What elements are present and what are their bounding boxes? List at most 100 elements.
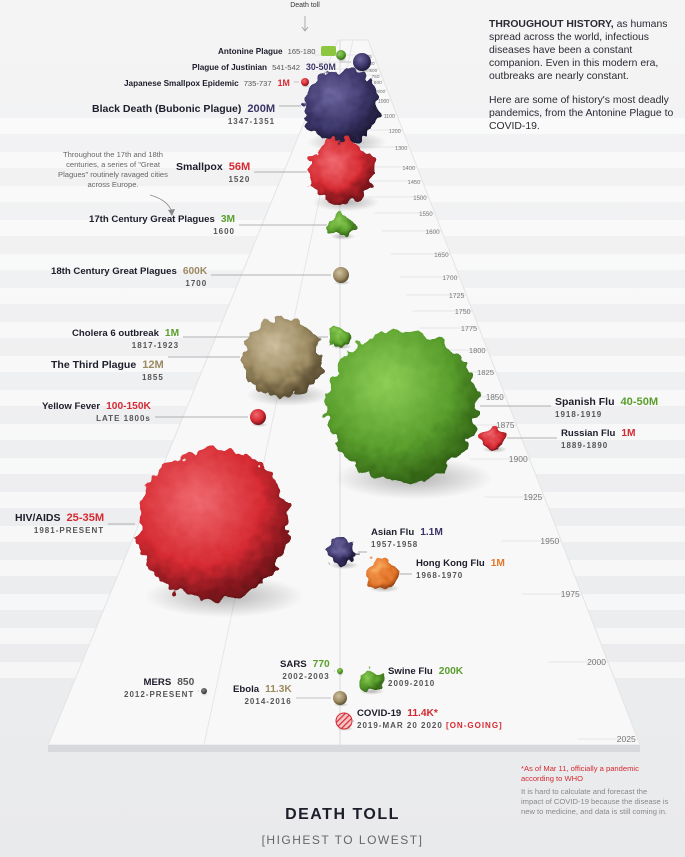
pandemic-name: Hong Kong Flu (416, 557, 485, 569)
bubble-mers (201, 688, 207, 694)
timeline-tick-label: 2000 (587, 657, 606, 667)
bubble-black-death-bubonic-plague (303, 68, 379, 144)
pandemic-dates: 1981-PRESENT (33, 525, 105, 535)
pandemic-name: COVID-19 (357, 707, 402, 719)
pandemic-toll: 56M (228, 160, 251, 173)
pandemic-dates: 2019-MAR 20 2020 [ON-GOING] (357, 720, 503, 730)
pandemic-name: HIV/AIDS (15, 511, 61, 524)
label-17th-century-great-plagues: 17th Century Great Plagues 3M 1600 (89, 209, 235, 236)
pandemic-name: MERS (143, 676, 172, 688)
timeline-tick-label: 1700 (442, 275, 457, 282)
label-antonine-plague: Antonine Plague 165-180 5M (218, 41, 336, 59)
pandemic-dates: 1700 (185, 278, 208, 288)
bubble-japanese-smallpox-epidemic (301, 78, 309, 86)
bubble-sars (337, 668, 343, 674)
bubble-cholera-6-outbreak (330, 327, 350, 347)
pandemic-dates: 1889-1890 (561, 440, 609, 450)
timeline-tick-label: 750 (371, 74, 379, 80)
footnote-caveat: It is hard to calculate and forecast the… (521, 787, 669, 816)
pandemic-name: SARS (280, 658, 307, 670)
pandemic-toll: 1M (490, 557, 505, 569)
pandemic-dates: 1520 (228, 174, 251, 184)
label-yellow-fever: Yellow Fever 100-150K LATE 1800s (42, 396, 151, 423)
label-covid-19: COVID-19 11.4K* 2019-MAR 20 2020 [ON-GOING… (357, 703, 503, 730)
pandemic-name: Smallpox (176, 160, 223, 173)
timeline-tick-label: 1925 (523, 492, 542, 502)
pandemic-toll: 1M (164, 327, 180, 339)
bubble-plague-of-justinian (353, 53, 371, 71)
bubble-smallpox (309, 140, 373, 204)
timeline-tick-label: 1800 (469, 346, 486, 355)
timeline-tick-label: 1750 (455, 308, 471, 316)
timeline-floor-edge (48, 745, 640, 752)
pandemic-dates: 1968-1970 (416, 570, 464, 580)
pandemic-dates: 2009-2010 (388, 678, 436, 688)
pandemic-name: Asian Flu (371, 526, 415, 538)
pandemic-name: Japanese Smallpox Epidemic (124, 79, 239, 88)
timeline-tick-label: 1775 (461, 324, 477, 333)
bubble-hiv-aids (137, 448, 289, 600)
timeline-tick-label: 1950 (540, 536, 559, 546)
timeline-tick-label: 1850 (486, 393, 504, 402)
pandemic-toll: 40-50M (620, 395, 659, 408)
timeline-tick-label: 1450 (407, 180, 420, 186)
pandemic-dates: 2002-2003 (282, 671, 330, 681)
timeline-tick-label: 1825 (477, 368, 494, 377)
timeline-tick-label: 800 (374, 80, 382, 86)
timeline-tick-label: 1725 (449, 293, 465, 300)
label-hong-kong-flu: Hong Kong Flu 1M 1968-1970 (416, 553, 505, 580)
bubble-ebola (333, 691, 347, 705)
label-cholera-6-outbreak: Cholera 6 outbreak 1M 1817-1923 (72, 323, 179, 350)
intro-text: THROUGHOUT HISTORY, as humans spread acr… (489, 18, 679, 144)
pandemic-name: Yellow Fever (42, 400, 101, 412)
bubble-spanish-flu (326, 330, 478, 482)
timeline-tick-label: 200 (367, 61, 375, 66)
bubble-russian-flu (481, 426, 505, 450)
pandemic-toll: 200M (247, 102, 276, 115)
pandemic-dates: 735-737 (243, 79, 272, 88)
pandemic-name: Russian Flu (561, 427, 616, 439)
timeline-tick-label: 1600 (426, 229, 441, 236)
label-spanish-flu: Spanish Flu 40-50M 1918-1919 (555, 392, 658, 419)
timeline-tick-label: 1875 (496, 420, 515, 430)
note-arrow-head (168, 209, 175, 216)
label-japanese-smallpox-epidemic: Japanese Smallpox Epidemic 735-737 1M (124, 73, 290, 91)
label-smallpox: Smallpox 56M 1520 (176, 157, 250, 184)
pandemic-name: 18th Century Great Plagues (51, 265, 177, 277)
pandemic-dates: 1957-1958 (371, 539, 419, 549)
timeline-tick-label: 1000 (378, 99, 389, 105)
pandemic-name: Ebola (233, 683, 260, 695)
timeline-tick-label: 900 (377, 89, 385, 95)
pandemic-toll: 100-150K (106, 400, 151, 412)
pandemic-name: Antonine Plague (218, 47, 283, 56)
pandemic-dates: 1600 (213, 226, 235, 236)
pandemic-dates: 1918-1919 (555, 409, 603, 419)
timeline-tick-label: 1200 (389, 129, 401, 135)
pandemic-toll: 600K (182, 265, 208, 277)
bubble-antonine-plague (336, 50, 346, 60)
pandemic-toll: 770 (312, 658, 330, 670)
label-swine-flu: Swine Flu 200K 2009-2010 (388, 661, 463, 688)
label-mers: MERS 850 2012-PRESENT (124, 672, 194, 699)
pandemic-dates: 165-180 (287, 47, 316, 56)
bubble-the-third-plague (242, 317, 322, 397)
timeline-tick-label: 1300 (395, 146, 407, 152)
pandemic-toll: 850 (177, 676, 195, 688)
bubble-swine-flu (358, 668, 382, 692)
timeline-tick-label: 1975 (561, 589, 580, 599)
label-the-third-plague: The Third Plague 12M 1855 (51, 355, 164, 382)
pandemic-dates: 1817-1923 (131, 340, 180, 350)
bubble-covid-19 (335, 712, 353, 730)
footer-title: DEATH TOLL (285, 806, 400, 823)
death-toll-header: Death toll (290, 2, 320, 9)
pandemic-toll: 200K (438, 665, 464, 677)
pandemic-toll: 5M (321, 46, 336, 56)
pandemic-dates: 2014-2016 (244, 696, 292, 706)
pandemic-toll: 1M (621, 427, 636, 439)
footnote-asterisk: *As of Mar 11, officially a pandemic acc… (521, 764, 639, 783)
timeline-tick-label: 1100 (384, 114, 395, 120)
label-asian-flu: Asian Flu 1.1M 1957-1958 (371, 522, 443, 549)
bubble-18th-century-great-plagues (333, 267, 349, 283)
